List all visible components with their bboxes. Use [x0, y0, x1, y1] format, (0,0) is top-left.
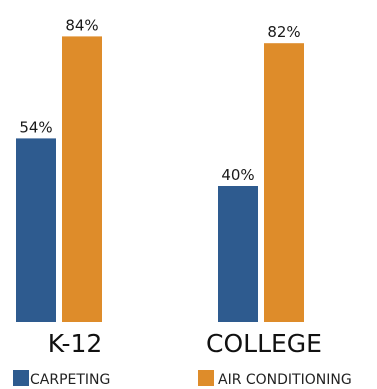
legend-swatch-air-conditioning: [198, 370, 214, 386]
legend: CARPETING AIR CONDITIONING: [13, 370, 352, 388]
data-label-college-carpeting: 40%: [221, 166, 254, 184]
bar-college-air-conditioning: [264, 43, 304, 322]
bar-k12-carpeting: [16, 138, 56, 322]
bars-group: [16, 36, 304, 323]
legend-label-carpeting: CARPETING: [30, 372, 110, 388]
legend-label-air-conditioning: AIR CONDITIONING: [218, 372, 352, 388]
data-label-k12-air-conditioning: 84%: [65, 16, 98, 34]
category-label-college: COLLEGE: [206, 329, 322, 358]
category-label-k12: K-12: [48, 329, 103, 358]
legend-swatch-carpeting: [13, 370, 29, 386]
data-labels-group: 54% 84% 40% 82%: [19, 16, 300, 184]
data-label-college-air-conditioning: 82%: [267, 23, 300, 41]
data-label-k12-carpeting: 54%: [19, 118, 52, 136]
bar-k12-air-conditioning: [62, 36, 102, 323]
bar-college-carpeting: [218, 186, 258, 322]
